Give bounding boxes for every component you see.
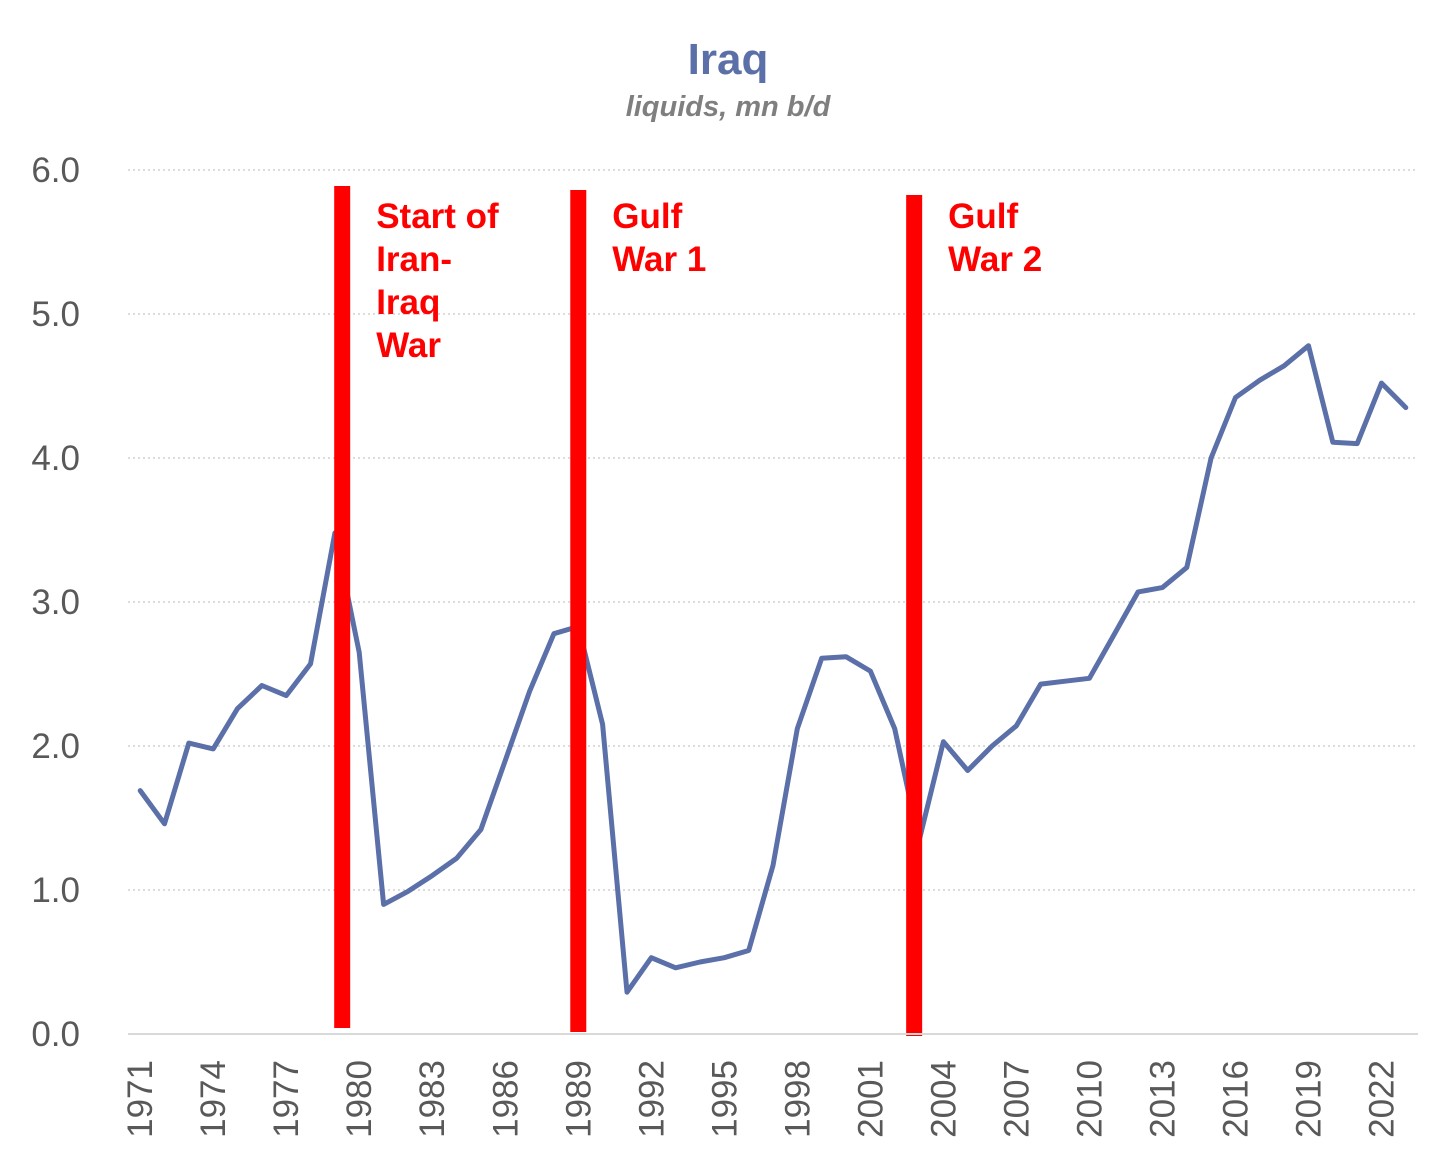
event-label: War (376, 326, 441, 365)
event-markers: Start of Iran- Iraq War Gulf War 1 Gulf War 2 (334, 186, 1042, 1036)
x-tick-label: 2004 (924, 1060, 963, 1138)
x-tick-label: 2022 (1362, 1060, 1401, 1138)
x-tick-label: 1983 (413, 1060, 452, 1138)
x-tick-label: 2007 (997, 1060, 1036, 1138)
x-tick-label: 1980 (340, 1060, 379, 1138)
event-label: Gulf (948, 197, 1018, 236)
x-tick-label: 1986 (486, 1060, 525, 1138)
x-tick-label: 1998 (778, 1060, 817, 1138)
x-tick-label: 1974 (194, 1060, 233, 1138)
y-tick-label: 2.0 (31, 727, 80, 766)
x-tick-label: 1989 (559, 1060, 598, 1138)
x-tick-label: 2001 (851, 1060, 890, 1138)
y-tick-label: 6.0 (31, 151, 80, 190)
event-label: War 1 (612, 240, 706, 279)
x-tick-label: 1995 (705, 1060, 744, 1138)
event-label: Iran- (376, 240, 452, 279)
x-tick-label: 2019 (1289, 1060, 1328, 1138)
event-label: Gulf (612, 197, 682, 236)
event-label: Start of (376, 197, 499, 236)
event-label: War 2 (948, 240, 1042, 279)
y-tick-label: 3.0 (31, 583, 80, 622)
event-bar (570, 190, 587, 1032)
x-axis-ticks: 1971 1974 1977 1980 1983 1986 1989 1992 1995 1998… (121, 1060, 1401, 1138)
x-tick-label: 1992 (632, 1060, 671, 1138)
y-tick-label: 5.0 (31, 295, 80, 334)
x-tick-label: 2016 (1216, 1060, 1255, 1138)
event-bar (906, 195, 923, 1036)
y-tick-label: 0.0 (31, 1015, 80, 1054)
y-axis-ticks: 0.0 1.0 2.0 3.0 4.0 5.0 6.0 (31, 151, 80, 1054)
series-line (137, 343, 1409, 995)
plot-area (137, 343, 1409, 995)
y-tick-label: 4.0 (31, 439, 80, 478)
x-tick-label: 2010 (1070, 1060, 1109, 1138)
chart-subtitle: liquids, mn b/d (626, 91, 832, 123)
event-bar (334, 186, 351, 1028)
y-tick-label: 1.0 (31, 871, 80, 910)
event-label: Iraq (376, 283, 440, 322)
x-tick-label: 1971 (121, 1060, 160, 1138)
chart-title: Iraq (688, 35, 769, 84)
x-tick-label: 2013 (1143, 1060, 1182, 1138)
grid-lines (128, 169, 1418, 891)
x-tick-label: 1977 (267, 1060, 306, 1138)
